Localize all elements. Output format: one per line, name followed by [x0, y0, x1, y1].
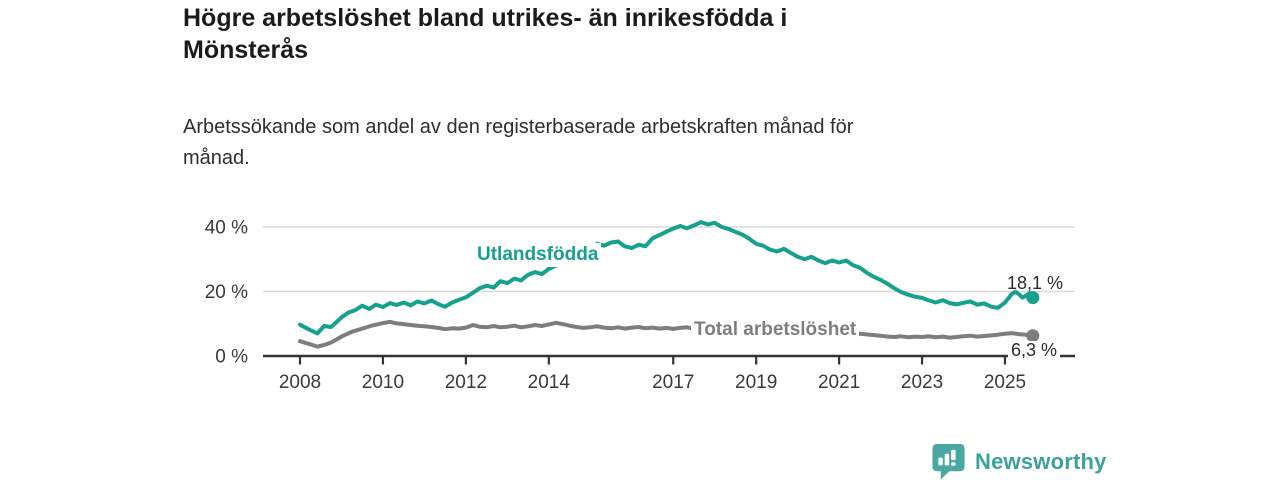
chart-title: Högre arbetslöshet bland utrikes- än inr… [183, 4, 788, 64]
svg-text:2019: 2019 [735, 372, 777, 393]
series-label-total-arbetsloshet: Total arbetslöshet [691, 318, 860, 342]
end-value-label-utlandsfodda: 18,1 % [1007, 273, 1064, 293]
series-label-utlandsfodda: Utlandsfödda [474, 243, 602, 267]
svg-text:0 %: 0 % [215, 347, 248, 368]
svg-text:40 %: 40 % [205, 218, 248, 239]
svg-text:2012: 2012 [445, 372, 487, 393]
svg-text:2008: 2008 [279, 372, 321, 393]
svg-text:2023: 2023 [901, 372, 943, 393]
svg-text:2010: 2010 [362, 372, 404, 393]
newsworthy-logo-icon [932, 443, 965, 480]
svg-text:2021: 2021 [818, 372, 860, 393]
end-value-label-total: 6,3 % [1008, 340, 1061, 361]
svg-text:20 %: 20 % [205, 282, 248, 303]
chart-subtitle: Arbetssökande som andel av den registerb… [183, 116, 854, 169]
brand-footer: Newsworthy [931, 443, 1107, 480]
svg-text:2025: 2025 [984, 372, 1026, 393]
svg-text:2014: 2014 [528, 372, 571, 393]
brand-name: Newsworthy [975, 448, 1107, 474]
svg-text:2017: 2017 [652, 372, 694, 393]
